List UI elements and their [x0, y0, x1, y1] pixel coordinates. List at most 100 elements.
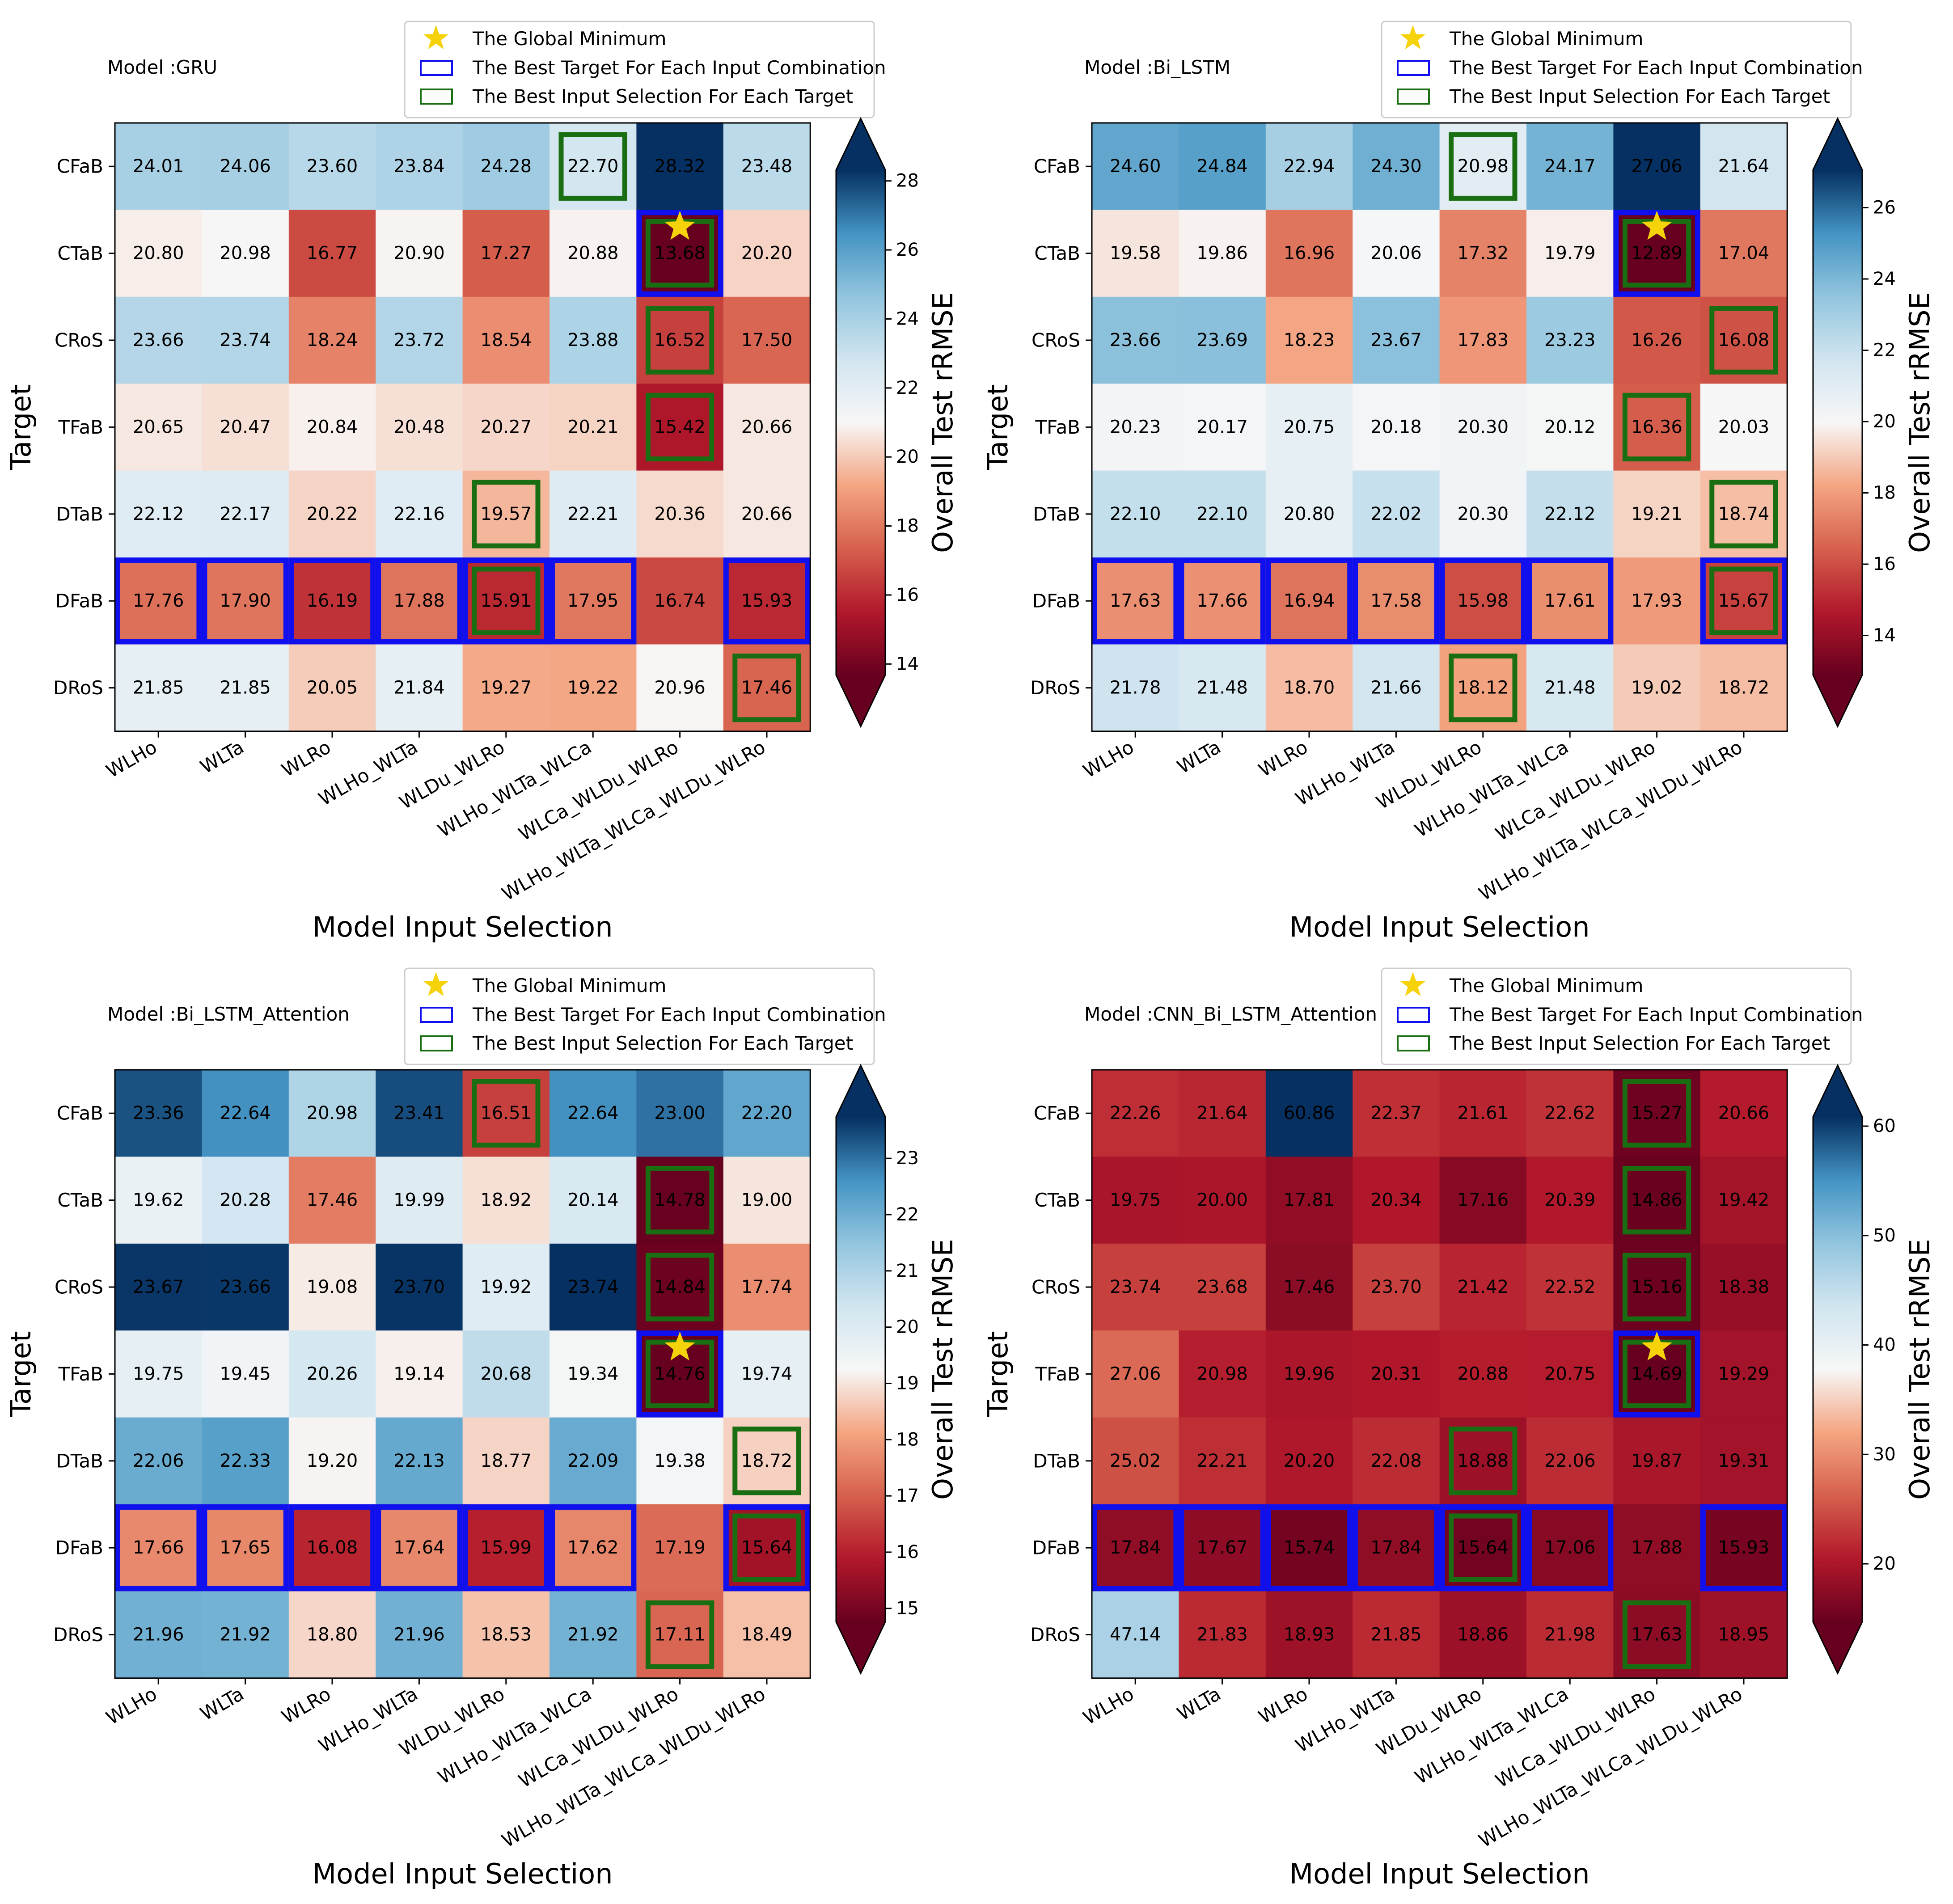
cell-value-label: 23.66	[133, 330, 184, 350]
cell-value-label: 24.28	[481, 156, 532, 177]
heatmap-cell	[202, 644, 289, 732]
heatmap-cell	[1353, 644, 1440, 732]
heatmap-cell	[1700, 210, 1788, 297]
y-tick-label: CFaB	[1034, 156, 1080, 177]
x-axis-label: Model Input Selection	[1289, 911, 1590, 943]
cell-value-label: 17.46	[1284, 1277, 1335, 1297]
cell-value-label: 15.91	[481, 591, 532, 611]
heatmap-cell	[376, 1243, 463, 1331]
colorbar-min-extension	[836, 675, 885, 726]
cell-value-label: 22.26	[1110, 1103, 1161, 1123]
cell-value-label: 23.60	[307, 156, 358, 177]
colorbar-tick-label: 24	[1873, 269, 1896, 289]
cell-value-label: 19.62	[133, 1190, 184, 1211]
cell-value-label: 20.88	[1458, 1364, 1509, 1384]
heatmap-cell	[723, 1243, 811, 1331]
heatmap-cell	[1700, 1591, 1788, 1679]
heatmap-cell	[636, 557, 724, 645]
heatmap-cell	[1613, 1504, 1701, 1592]
best-target-box	[1092, 1504, 1179, 1592]
cell-value-label: 19.21	[1631, 504, 1682, 524]
heatmap-cell	[1439, 1070, 1527, 1157]
model-title: Model :Bi_LSTM_Attention	[107, 1003, 350, 1025]
cell-value-label: 18.72	[1718, 678, 1770, 698]
heatmap-cell	[1700, 470, 1788, 558]
cell-value-label: 22.37	[1370, 1103, 1422, 1123]
best-input-box	[1622, 1165, 1691, 1235]
heatmap-cell	[1439, 1417, 1527, 1505]
best-target-box	[288, 557, 376, 645]
best-target-box	[376, 557, 463, 645]
heatmap-cell	[1439, 1504, 1527, 1592]
heatmap-cell	[1526, 1070, 1614, 1157]
heatmap-cell	[1179, 1417, 1266, 1505]
best-input-box	[732, 1513, 801, 1582]
cell-value-label: 17.95	[567, 591, 619, 611]
heatmap-cell	[115, 384, 202, 471]
heatmap-cells	[1092, 1070, 1788, 1679]
cell-value-label: 22.10	[1110, 504, 1161, 524]
colorbar-tick-label: 22	[1873, 340, 1896, 361]
best-input-box	[472, 566, 541, 635]
best-target-box	[1439, 1504, 1526, 1592]
colorbar-gradient	[1813, 170, 1862, 675]
heatmap-cell	[462, 470, 550, 558]
legend-best-input: The Best Input Selection For Each Target	[472, 1032, 853, 1054]
colorbar-tick-label: 22	[896, 378, 919, 398]
x-tick-label: WLRo	[1255, 1683, 1311, 1728]
colorbar-tick-label: 16	[896, 585, 919, 605]
cell-value-label: 23.72	[393, 330, 445, 350]
heatmap-cell	[723, 384, 811, 471]
heatmap-cell	[202, 1070, 289, 1157]
x-tick-label: WLHo_WLTa_WLCa	[434, 1683, 595, 1788]
heatmap-cell	[1179, 470, 1266, 558]
heatmap-cell	[115, 296, 202, 384]
colorbar-tick-label: 18	[896, 516, 919, 536]
cell-value-label: 22.94	[1284, 156, 1335, 177]
colorbar-tick-label: 26	[1873, 198, 1896, 218]
cell-value-label: 15.16	[1631, 1277, 1682, 1297]
heatmap-cell	[202, 123, 289, 210]
heatmap-cell	[376, 384, 463, 471]
cell-value-label: 19.27	[481, 678, 532, 698]
colorbar-tick-label: 15	[896, 1598, 919, 1619]
cell-value-label: 17.64	[393, 1537, 445, 1558]
heatmap-cell	[376, 470, 463, 558]
cell-value-label: 18.54	[481, 330, 532, 350]
colorbar-min-extension	[1813, 1622, 1862, 1673]
cell-value-label: 22.12	[133, 504, 184, 524]
best-input-box	[1449, 653, 1518, 722]
heatmap-cell	[1179, 557, 1266, 645]
y-axis-label: Target	[981, 1331, 1014, 1417]
cell-value-label: 19.02	[1631, 678, 1682, 698]
heatmap-cells	[115, 1070, 811, 1679]
best-input-box	[1709, 306, 1778, 375]
best-input-box	[732, 653, 801, 722]
colorbar: 14 16 18 20 22 24 26 28 Overall Test rRMSE	[835, 117, 959, 728]
heatmap-cell	[1526, 384, 1614, 471]
cell-value-label: 20.20	[741, 243, 793, 264]
legend-frame	[404, 21, 875, 118]
heatmap-cell	[1092, 1070, 1179, 1157]
cell-value-label: 20.98	[307, 1103, 358, 1123]
heatmap-cell	[115, 1070, 202, 1157]
best-target-box	[1179, 557, 1266, 645]
heatmap-cell	[288, 1243, 376, 1331]
colorbar-frame	[835, 1064, 886, 1675]
cell-value-label: 20.36	[654, 504, 706, 524]
cell-value-label: 18.72	[741, 1451, 793, 1471]
cell-value-label: 20.90	[393, 243, 445, 264]
cell-value-label: 22.12	[1544, 504, 1596, 524]
heatmap-cell	[1439, 1243, 1527, 1331]
heatmap-cell	[115, 1417, 202, 1505]
cell-value-label: 22.52	[1544, 1277, 1596, 1297]
colorbar-tick-label: 24	[896, 308, 919, 329]
heatmap-cell	[1265, 1070, 1353, 1157]
best-input-box	[645, 306, 714, 375]
cell-value-label: 23.74	[567, 1277, 619, 1297]
cell-value-label: 19.42	[1718, 1190, 1770, 1211]
heatmap-cell	[1265, 557, 1353, 645]
cell-value-label: 23.70	[393, 1277, 445, 1297]
heatmap-cell	[462, 1243, 550, 1331]
legend-blue-box-icon	[420, 1007, 453, 1023]
